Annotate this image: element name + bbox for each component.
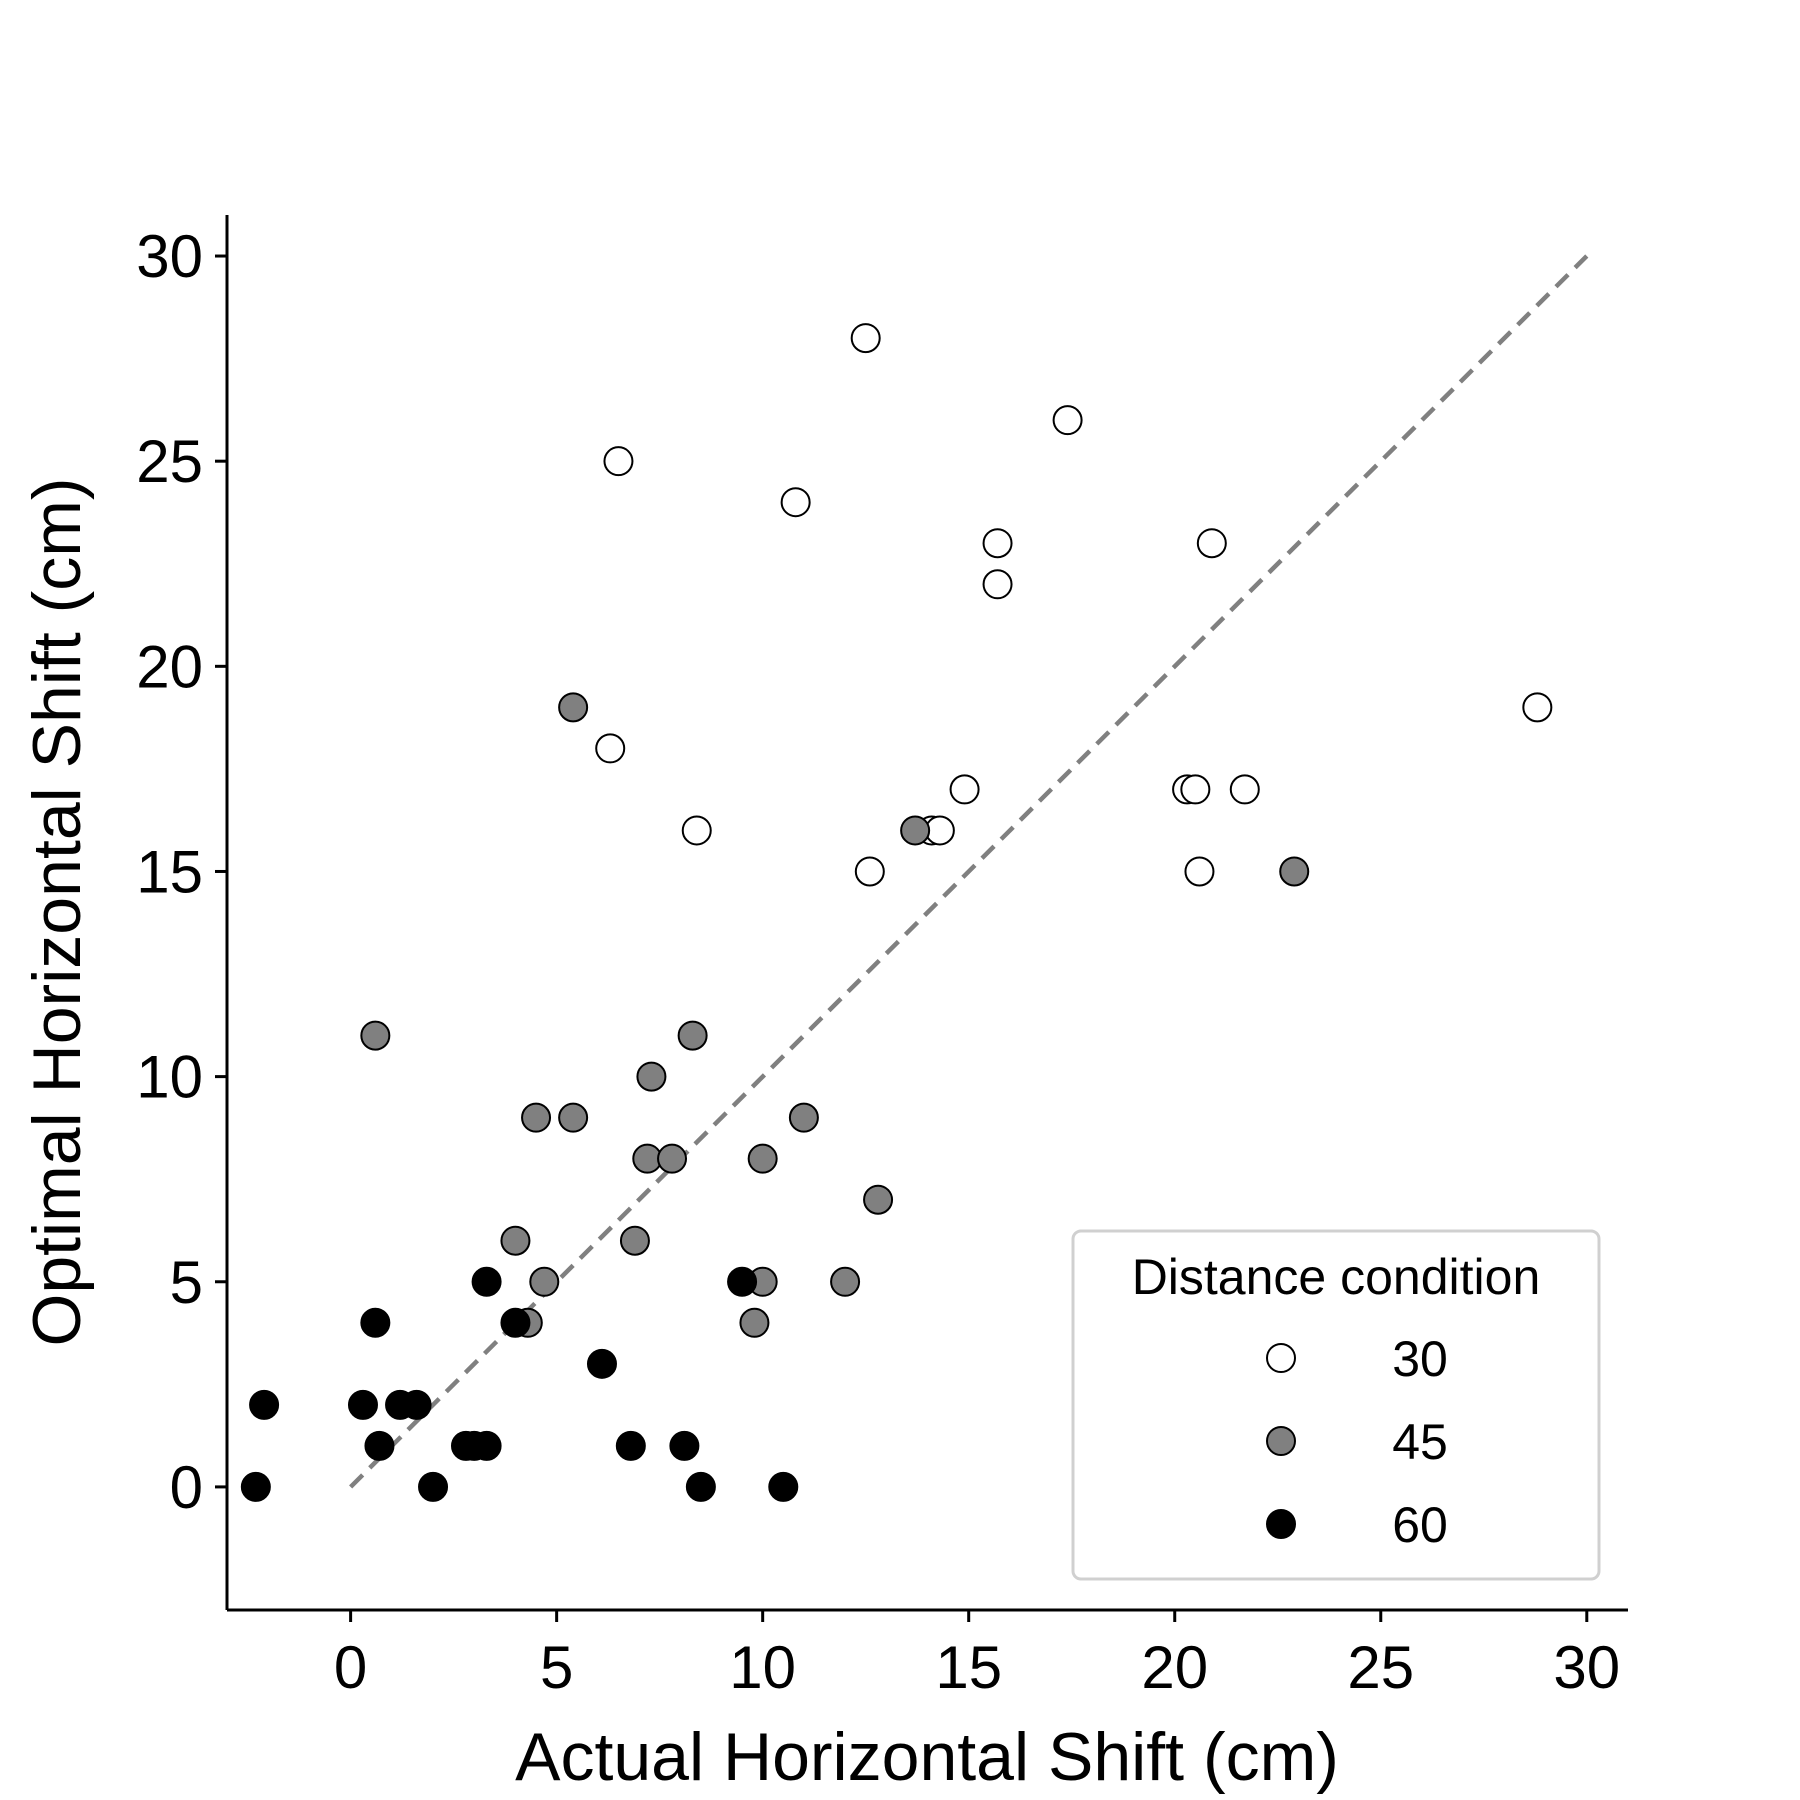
data-point-series-60: [471, 1266, 502, 1297]
data-point-series-30: [1522, 692, 1553, 723]
legend-label-30: 30: [1392, 1331, 1448, 1387]
data-point-series-60: [768, 1471, 799, 1502]
x-tick-label: 0: [334, 1634, 367, 1701]
x-tick-label: 10: [729, 1634, 796, 1701]
data-point-series-60: [347, 1389, 378, 1420]
data-point-series-60: [669, 1430, 700, 1461]
data-point-series-60: [401, 1389, 432, 1420]
reference-line-layer: [349, 254, 1589, 1489]
y-tick-label: 20: [136, 633, 203, 700]
data-point-series-30: [780, 487, 811, 518]
data-point-series-60: [360, 1307, 391, 1338]
y-tick-label: 0: [170, 1454, 203, 1521]
legend-title: Distance condition: [1132, 1249, 1541, 1305]
data-point-series-30: [850, 323, 881, 354]
legend-marker-45: [1266, 1426, 1296, 1456]
legend-entries: 30 45 60: [1266, 1331, 1448, 1553]
data-point-series-45: [657, 1143, 688, 1174]
x-tick-label: 15: [935, 1634, 1002, 1701]
data-point-series-45: [636, 1061, 667, 1092]
data-point-series-30: [982, 528, 1013, 559]
data-point-series-45: [360, 1020, 391, 1051]
data-point-series-30: [603, 446, 634, 477]
identity-reference-line: [349, 254, 1589, 1489]
data-point-series-45: [739, 1307, 770, 1338]
data-point-series-60: [249, 1389, 280, 1420]
y-tick-label: 30: [136, 223, 203, 290]
data-point-series-45: [863, 1184, 894, 1215]
y-tick-label: 10: [136, 1044, 203, 1111]
data-point-series-30: [949, 774, 980, 805]
x-axis-label: Actual Horizontal Shift (cm): [515, 1719, 1339, 1795]
data-point-series-45: [619, 1225, 650, 1256]
points-layer: [240, 323, 1553, 1502]
legend: Distance condition 30 45 60: [1071, 1229, 1601, 1581]
data-point-series-60: [727, 1266, 758, 1297]
data-point-series-45: [500, 1225, 531, 1256]
x-tick-label: 20: [1141, 1634, 1208, 1701]
x-tick-label: 30: [1553, 1634, 1620, 1701]
data-point-series-45: [677, 1020, 708, 1051]
data-point-series-30: [1229, 774, 1260, 805]
data-point-series-60: [240, 1471, 271, 1502]
data-point-series-60: [685, 1471, 716, 1502]
data-point-series-30: [595, 733, 626, 764]
axes-layer: [225, 215, 1628, 1612]
data-point-series-30: [982, 569, 1013, 600]
legend-label-60: 60: [1392, 1497, 1448, 1553]
data-point-series-45: [558, 692, 589, 723]
data-point-series-30: [1052, 405, 1083, 436]
legend-label-45: 45: [1392, 1414, 1448, 1470]
data-point-series-45: [521, 1102, 552, 1133]
data-point-series-60: [471, 1430, 502, 1461]
data-point-series-60: [364, 1430, 395, 1461]
data-point-series-30: [854, 856, 885, 887]
legend-marker-30: [1266, 1343, 1296, 1373]
x-tick-label: 5: [540, 1634, 573, 1701]
x-tick-label: 25: [1347, 1634, 1414, 1701]
data-point-series-45: [788, 1102, 819, 1133]
legend-marker-60: [1266, 1509, 1296, 1539]
data-point-series-45: [830, 1266, 861, 1297]
data-point-series-60: [586, 1348, 617, 1379]
y-tick-label: 25: [136, 428, 203, 495]
data-point-series-45: [747, 1143, 778, 1174]
data-point-series-45: [1279, 856, 1310, 887]
data-point-series-60: [418, 1471, 449, 1502]
y-tick-label: 5: [170, 1249, 203, 1316]
data-point-series-60: [500, 1307, 531, 1338]
data-point-series-60: [615, 1430, 646, 1461]
data-point-series-30: [681, 815, 712, 846]
legend-frame: [1071, 1229, 1601, 1581]
data-point-series-30: [1196, 528, 1227, 559]
y-axis-label: Optimal Horizontal Shift (cm): [19, 477, 95, 1346]
data-point-series-30: [1180, 774, 1211, 805]
data-point-series-45: [900, 815, 931, 846]
data-point-series-30: [1184, 856, 1215, 887]
y-tick-label: 15: [136, 838, 203, 905]
data-point-series-45: [529, 1266, 560, 1297]
ticks-layer: 0 5 10 15 20 25 30 0 5 10 15 20 25 30: [136, 223, 1620, 1701]
data-point-series-45: [558, 1102, 589, 1133]
